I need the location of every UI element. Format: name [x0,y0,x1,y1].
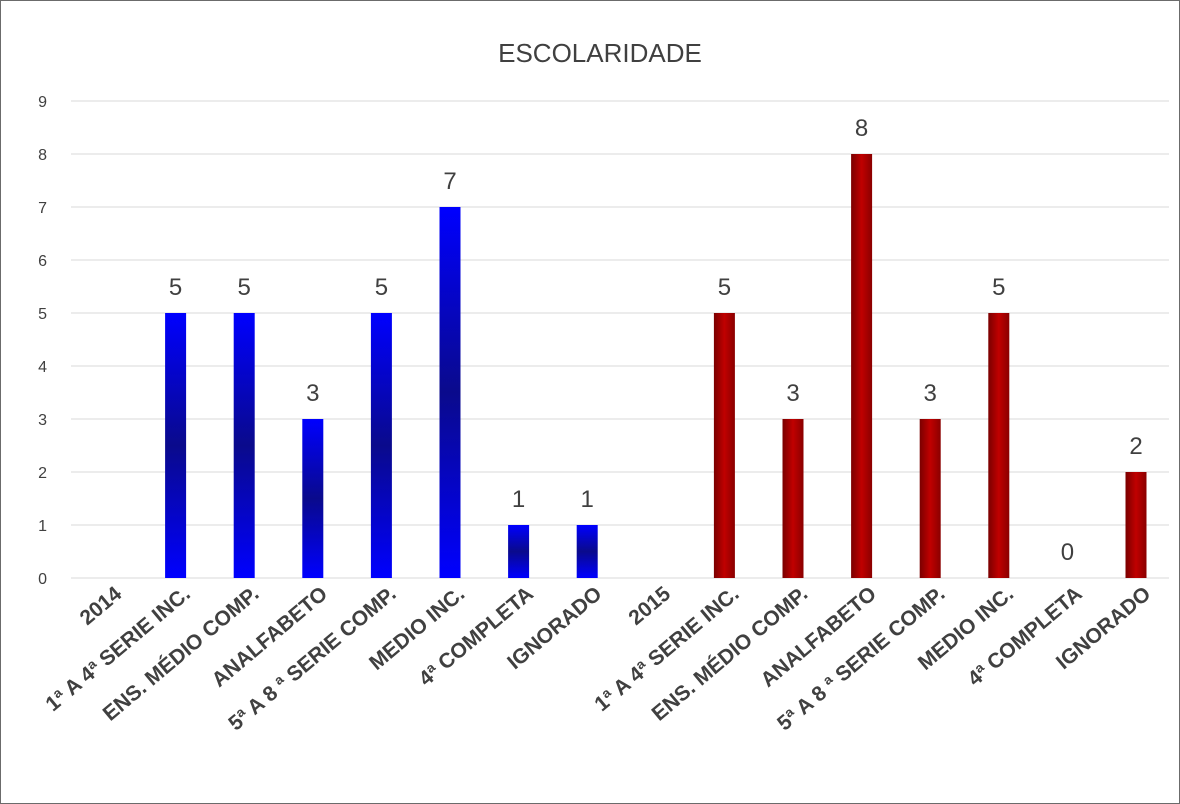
y-axis: 0 1 2 3 4 5 6 7 8 9 [38,94,47,588]
data-label-10: 3 [786,380,799,407]
data-label-13: 5 [992,274,1005,301]
data-label-4: 5 [375,274,388,301]
bar-2014-3 [302,419,324,578]
y-tick-label: 4 [38,359,47,376]
y-tick-label: 1 [38,518,47,535]
bars [165,154,1147,578]
data-label-3: 3 [306,380,319,407]
y-tick-label: 9 [38,94,47,111]
bar-2014-1 [165,313,187,578]
x-tick-label: ANALFABETO [756,582,880,692]
y-tick-label: 8 [38,147,47,164]
y-tick-label: 2 [38,465,47,482]
data-label-9: 5 [718,274,731,301]
x-tick-label: 4ª COMPLETA [963,582,1086,691]
y-tick-label: 0 [38,571,47,588]
data-label-1: 5 [169,274,182,301]
bar-2015-15 [1125,472,1147,578]
x-tick-label: 2015 [624,582,675,630]
bar-2014-2 [233,313,255,578]
data-labels: 5 5 3 5 7 1 1 5 3 8 3 5 0 2 [169,115,1143,566]
bar-2014-7 [576,525,598,578]
bar-2015-12 [919,419,941,578]
data-label-15: 2 [1129,433,1142,460]
data-label-14: 0 [1061,539,1074,566]
bar-2015-10 [782,419,804,578]
chart-title: ESCOLARIDADE [498,38,702,68]
bar-2015-13 [988,313,1010,578]
x-tick-label: 4ª COMPLETA [415,582,538,691]
x-tick-label: ANALFABETO [208,582,332,692]
data-label-2: 5 [238,274,251,301]
y-tick-label: 7 [38,200,47,217]
y-tick-label: 6 [38,253,47,270]
data-label-5: 7 [443,168,456,195]
bar-2014-4 [370,313,392,578]
x-tick-label: 2014 [76,582,127,630]
y-tick-label: 3 [38,412,47,429]
bar-2015-11 [851,154,873,578]
bar-2014-6 [508,525,530,578]
bar-2014-5 [439,207,461,578]
y-tick-label: 5 [38,306,47,323]
data-label-7: 1 [581,486,594,513]
data-label-6: 1 [512,486,525,513]
data-label-11: 8 [855,115,868,142]
bar-2015-9 [713,313,735,578]
data-label-12: 3 [924,380,937,407]
